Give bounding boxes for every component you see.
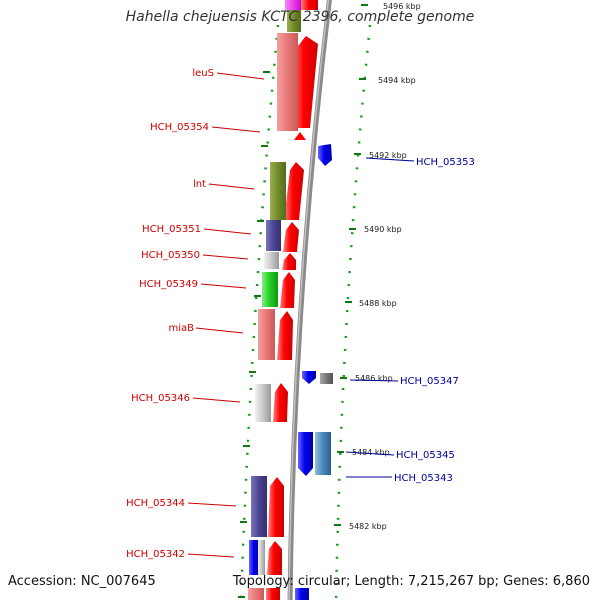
right-gene-labels: HCH_05353 HCH_05347 HCH_05345 HCH_05343 xyxy=(394,157,475,484)
gene-arrow xyxy=(280,272,295,308)
gene-label-lnt: lnt xyxy=(193,179,206,190)
gene-arrow xyxy=(292,36,318,128)
gene-label-HCH_05342: HCH_05342 xyxy=(126,549,185,560)
gene-box xyxy=(258,309,275,360)
gene-box xyxy=(320,373,333,384)
gene-label-HCH_05345: HCH_05345 xyxy=(396,450,455,461)
scale-label: 5488 kbp xyxy=(359,299,397,308)
gene-label-HCH_05343: HCH_05343 xyxy=(394,473,453,484)
cog-lane-genes xyxy=(248,33,298,600)
gene-arrow xyxy=(294,132,306,140)
inner-tick-ring xyxy=(239,24,280,600)
scale-label: 5486 kbp xyxy=(355,374,393,383)
gene-label-miaB: miaB xyxy=(168,323,194,334)
right-leader-lines xyxy=(345,157,415,478)
scale-label: 5482 kbp xyxy=(349,522,387,531)
accession-text: Accession: NC_007645 xyxy=(8,574,156,589)
gene-box xyxy=(251,476,267,537)
gene-box xyxy=(315,432,331,475)
gene-arrow xyxy=(282,253,296,270)
gene-label-HCH_05347: HCH_05347 xyxy=(400,376,459,387)
forward-strand-genes xyxy=(266,0,318,600)
gene-label-leuS: leuS xyxy=(192,68,214,79)
topology-text: Topology: circular; Length: 7,215,267 bp… xyxy=(232,574,590,589)
scale-label: 5494 kbp xyxy=(378,76,416,85)
scale-label: 5484 kbp xyxy=(352,448,390,457)
gene-partial-top xyxy=(285,0,302,10)
left-leader-lines xyxy=(187,72,265,558)
genome-backbone xyxy=(287,0,332,600)
gene-arrow xyxy=(302,371,316,384)
gene-box xyxy=(264,252,279,269)
gene-label-HCH_05346: HCH_05346 xyxy=(131,393,190,404)
gene-label-HCH_05354: HCH_05354 xyxy=(150,122,209,133)
scale-label: 5492 kbp xyxy=(369,151,407,160)
gene-arrow xyxy=(267,541,282,575)
gene-box xyxy=(262,272,278,307)
gene-arrow xyxy=(298,432,313,476)
left-gene-labels: leuS HCH_05354 lnt HCH_05351 HCH_05350 H… xyxy=(126,68,214,560)
gene-arrow xyxy=(301,0,318,10)
scale-ticks xyxy=(238,4,368,598)
gene-arrow xyxy=(273,383,288,422)
gene-label-HCH_05351: HCH_05351 xyxy=(142,224,201,235)
gene-arrow xyxy=(318,144,332,166)
gene-box xyxy=(266,220,281,251)
scale-labels: 5496 kbp 5494 kbp 5492 kbp 5490 kbp 5488… xyxy=(349,2,421,531)
map-title: Hahella chejuensis KCTC 2396, complete g… xyxy=(125,9,475,25)
gene-box xyxy=(277,33,298,131)
gene-box xyxy=(270,162,286,220)
gene-box xyxy=(258,540,265,575)
gene-arrow xyxy=(283,222,299,252)
scale-label: 5490 kbp xyxy=(364,225,402,234)
gene-arrow xyxy=(268,477,284,537)
gene-box xyxy=(249,540,259,575)
gene-arrow xyxy=(284,162,304,220)
gene-label-HCH_05353: HCH_05353 xyxy=(416,157,475,168)
scale-label: 5496 kbp xyxy=(383,2,421,11)
gene-box xyxy=(255,384,271,422)
gene-label-HCH_05349: HCH_05349 xyxy=(139,279,198,290)
gene-label-HCH_05344: HCH_05344 xyxy=(126,498,185,509)
gene-label-HCH_05350: HCH_05350 xyxy=(141,250,200,261)
outer-tick-ring xyxy=(334,24,372,600)
reverse-strand-genes xyxy=(295,144,333,600)
gene-arrow xyxy=(277,311,293,360)
